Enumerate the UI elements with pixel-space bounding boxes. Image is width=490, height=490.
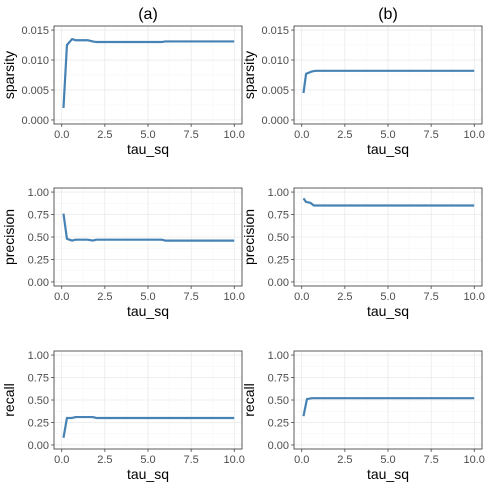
panel-title: (a) xyxy=(138,6,158,23)
y-tick-label: 0.75 xyxy=(28,373,49,385)
y-axis-title: precision xyxy=(1,209,17,265)
x-tick-label: 7.5 xyxy=(183,129,198,141)
y-tick-label: 0.005 xyxy=(21,85,49,97)
y-axis-title: precision xyxy=(241,209,257,265)
y-tick-label: 0.015 xyxy=(21,25,49,37)
y-tick-label: 0.50 xyxy=(268,232,289,244)
x-tick-label: 5.0 xyxy=(140,291,155,303)
y-tick-label: 0.25 xyxy=(28,254,49,266)
x-tick-label: 5.0 xyxy=(140,454,155,466)
y-tick-label: 0.000 xyxy=(21,115,49,127)
y-tick-label: 0.000 xyxy=(261,115,289,127)
y-tick-label: 0.005 xyxy=(261,85,289,97)
x-tick-label: 2.5 xyxy=(97,454,112,466)
y-axis-title: sparsity xyxy=(241,51,257,99)
x-tick-label: 5.0 xyxy=(380,291,395,303)
x-tick-label: 2.5 xyxy=(337,454,352,466)
panel-border xyxy=(293,350,483,450)
y-tick-label: 0.75 xyxy=(268,210,289,222)
x-tick-label: 7.5 xyxy=(183,291,198,303)
x-tick-label: 7.5 xyxy=(423,454,438,466)
y-tick-label: 0.25 xyxy=(268,417,289,429)
chart-panel-6: 0.0 2.5 5.0 7.5 10.0 0.00 0.25 0.50 0.75 1.00 tau_… xyxy=(241,350,485,482)
x-tick-label: 7.5 xyxy=(183,454,198,466)
x-axis-title: tau_sq xyxy=(127,141,169,157)
x-tick-label: 10.0 xyxy=(224,291,245,303)
y-tick-label: 0.75 xyxy=(268,373,289,385)
x-tick-label: 0.0 xyxy=(294,129,309,141)
x-tick-label: 10.0 xyxy=(464,454,485,466)
x-axis-title: tau_sq xyxy=(367,303,409,319)
series-line xyxy=(302,69,475,94)
panel-title: (b) xyxy=(378,6,398,23)
x-tick-label: 5.0 xyxy=(140,129,155,141)
x-tick-label: 10.0 xyxy=(464,291,485,303)
y-tick-label: 0.75 xyxy=(28,210,49,222)
y-axis-title: recall xyxy=(1,383,17,416)
x-tick-label: 0.0 xyxy=(54,129,69,141)
x-tick-label: 5.0 xyxy=(380,129,395,141)
y-tick-label: 0.50 xyxy=(28,232,49,244)
x-tick-label: 0.0 xyxy=(54,291,69,303)
x-axis-title: tau_sq xyxy=(127,466,169,482)
series-line xyxy=(62,37,235,109)
x-axis-title: tau_sq xyxy=(127,303,169,319)
x-tick-label: 10.0 xyxy=(224,454,245,466)
y-tick-label: 0.50 xyxy=(268,395,289,407)
y-axis-title: sparsity xyxy=(1,51,17,99)
x-tick-label: 0.0 xyxy=(54,454,69,466)
y-axis-title: recall xyxy=(241,383,257,416)
y-tick-label: 0.00 xyxy=(268,277,289,289)
x-tick-label: 0.0 xyxy=(294,291,309,303)
y-tick-label: 0.010 xyxy=(21,55,49,67)
x-tick-label: 0.0 xyxy=(294,454,309,466)
y-tick-label: 1.00 xyxy=(28,350,49,362)
x-tick-label: 2.5 xyxy=(97,291,112,303)
chart-panel-2: 0.0 2.5 5.0 7.5 10.0 0.000 0.005 0.010 0.015 tau_… xyxy=(241,6,485,157)
chart-panel-1: 0.0 2.5 5.0 7.5 10.0 0.000 0.005 0.010 0.015 tau_… xyxy=(1,6,245,157)
y-tick-label: 1.00 xyxy=(268,187,289,199)
chart-panel-3: 0.0 2.5 5.0 7.5 10.0 0.00 0.25 0.50 0.75 1.00 tau_… xyxy=(1,187,245,319)
y-tick-label: 1.00 xyxy=(28,187,49,199)
x-tick-label: 10.0 xyxy=(224,129,245,141)
y-tick-label: 0.00 xyxy=(268,440,289,452)
series-line xyxy=(62,415,235,438)
series-line xyxy=(302,397,475,417)
y-tick-label: 0.00 xyxy=(28,440,49,452)
y-tick-label: 0.010 xyxy=(261,55,289,67)
x-tick-label: 7.5 xyxy=(423,129,438,141)
y-tick-label: 1.00 xyxy=(268,350,289,362)
x-tick-label: 2.5 xyxy=(97,129,112,141)
series-line xyxy=(62,213,235,242)
chart-panel-4: 0.0 2.5 5.0 7.5 10.0 0.00 0.25 0.50 0.75 1.00 tau_… xyxy=(241,187,485,319)
panel-border xyxy=(53,25,243,125)
panel-border xyxy=(53,187,243,287)
x-tick-label: 2.5 xyxy=(337,129,352,141)
x-tick-label: 2.5 xyxy=(337,291,352,303)
x-tick-label: 5.0 xyxy=(380,454,395,466)
y-tick-label: 0.25 xyxy=(28,417,49,429)
y-tick-label: 0.00 xyxy=(28,277,49,289)
y-tick-label: 0.25 xyxy=(268,254,289,266)
x-axis-title: tau_sq xyxy=(367,466,409,482)
x-tick-label: 7.5 xyxy=(423,291,438,303)
chart-panel-5: 0.0 2.5 5.0 7.5 10.0 0.00 0.25 0.50 0.75 1.00 tau_… xyxy=(1,350,245,482)
y-tick-label: 0.50 xyxy=(28,395,49,407)
series-line xyxy=(302,197,475,207)
panel-border xyxy=(293,25,483,125)
y-tick-label: 0.015 xyxy=(261,25,289,37)
panel-border xyxy=(53,350,243,450)
x-tick-label: 10.0 xyxy=(464,129,485,141)
panel-border xyxy=(293,187,483,287)
x-axis-title: tau_sq xyxy=(367,141,409,157)
